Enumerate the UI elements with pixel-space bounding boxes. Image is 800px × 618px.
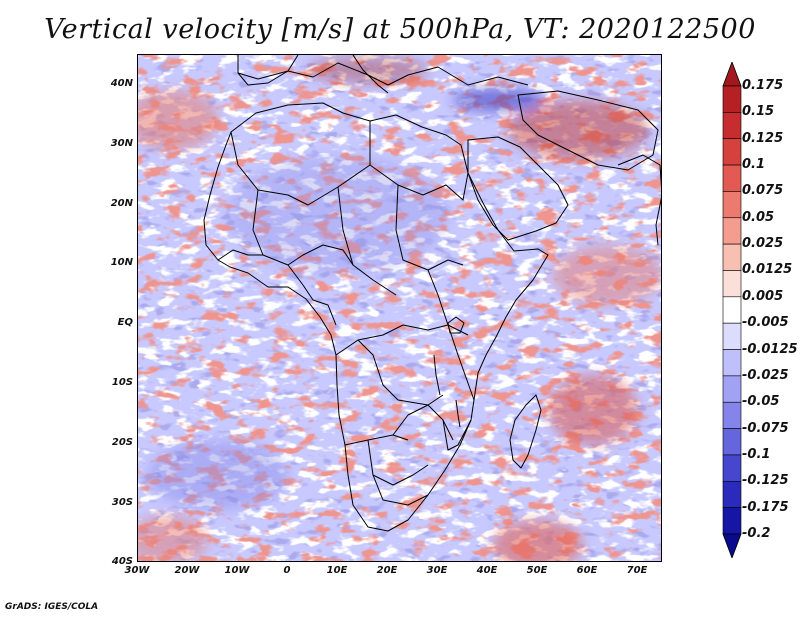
colorbar-tick-label: 0.005 [742, 288, 784, 304]
mozambique-border [442, 419, 472, 451]
lon-tick-label: 50E [526, 565, 548, 576]
lat-tick-label: 40S [111, 556, 133, 568]
colorbar-segment [722, 191, 742, 219]
colorbar-tick-label: 0.025 [742, 236, 784, 252]
colorbar-segment [722, 428, 742, 456]
colorbar-tick-label: 0.125 [742, 130, 784, 146]
lon-tick-label: 30E [426, 565, 448, 576]
middle-east [517, 90, 659, 171]
india [617, 154, 661, 246]
colorbar-tick-label: 0.05 [742, 209, 775, 225]
lat-tick-label: 40N [110, 78, 133, 89]
south-africa-border [372, 474, 429, 506]
colorbar-segment [722, 322, 742, 350]
nigeria-border [287, 244, 354, 266]
lon-tick-label: 60E [576, 565, 598, 576]
colorbar-segment [722, 480, 742, 508]
colorbar-tick-label: -0.005 [742, 315, 789, 331]
colorbar-tick-label: 0.0125 [742, 262, 793, 278]
europe-coast [237, 62, 529, 86]
lake-tanganyika [433, 354, 441, 396]
colorbar-tick-label: -0.0125 [742, 341, 798, 357]
lon-tick-label: 10E [326, 565, 348, 576]
colorbar-tick-label: 0.175 [742, 78, 784, 93]
arabia [467, 136, 569, 241]
lat-tick-label: 10S [111, 377, 133, 388]
iberia [237, 55, 299, 86]
lat-tick-label: 20N [110, 197, 133, 209]
colorbar-segment [722, 507, 742, 535]
zambia-border [392, 404, 454, 441]
velocity-field-svg [138, 55, 661, 561]
colorbar-segment [722, 375, 742, 403]
lat-tick-label: 30S [111, 496, 133, 508]
lake-victoria [447, 316, 465, 334]
colorbar-segment [722, 217, 742, 245]
boundaries [203, 55, 661, 532]
colorbar-segment [722, 454, 742, 482]
italy [352, 55, 389, 94]
colorbar-segment [722, 401, 742, 429]
lat-tick-label: 30N [110, 137, 133, 149]
sudan-border [395, 184, 464, 271]
colorbar-tick-label: -0.05 [742, 394, 780, 410]
colorbar-segment [722, 112, 742, 140]
lon-tick-label: 70E [626, 565, 648, 576]
colorbar-segment [722, 243, 742, 271]
gulf-guinea-border [302, 284, 337, 326]
drc-border [357, 339, 444, 406]
colorbar-tick-label: -0.125 [742, 473, 789, 489]
colorbar-tick-label: -0.025 [742, 367, 789, 383]
lat-tick-label: EQ [117, 317, 133, 329]
colorbar-tick-label: -0.175 [742, 499, 789, 515]
colorbar-tick-label: 0.1 [742, 157, 766, 173]
lon-tick-label: 40E [476, 565, 498, 576]
colorbar-segment [722, 85, 742, 113]
africa-coastline [203, 102, 549, 532]
colorbar-top-arrow [722, 62, 742, 87]
colorbar-segment [722, 296, 742, 324]
colorbar [722, 62, 742, 558]
colorbar-tick-label: -0.1 [742, 446, 771, 462]
sahara-border-2 [369, 164, 469, 201]
colorbar-bottom-arrow [722, 533, 742, 558]
chart-title: Vertical velocity [m/s] at 500hPa, VT: 2… [44, 14, 756, 45]
colorbar-tick-label: 0.15 [742, 104, 775, 120]
angola-border [344, 434, 409, 446]
lon-tick-label: 30W [124, 565, 150, 576]
colorbar-tick-label: -0.075 [742, 420, 789, 436]
colorbar-segment [722, 349, 742, 377]
colorbar-segment [722, 270, 742, 298]
lat-tick-label: 20S [111, 436, 133, 448]
velocity-map [137, 54, 662, 562]
lon-tick-label: 0 [283, 565, 291, 576]
madagascar [509, 394, 542, 469]
lake-malawi [455, 399, 461, 428]
colorbar-tick-label: -0.2 [742, 526, 771, 541]
emphasis-blobs [138, 56, 661, 561]
botswana-border [367, 439, 429, 486]
lon-tick-label: 20W [174, 565, 200, 576]
colorbar-segment [722, 164, 742, 192]
colorbar-segment [722, 138, 742, 166]
lon-tick-label: 20E [376, 565, 398, 576]
lat-tick-label: 10N [110, 257, 133, 269]
sahara-border-1 [230, 121, 371, 206]
west-africa-border [217, 249, 263, 261]
lon-tick-label: 10W [224, 565, 250, 576]
colorbar-tick-label: 0.075 [742, 183, 784, 199]
footer-credit: GrADS: IGES/COLA [5, 602, 99, 612]
